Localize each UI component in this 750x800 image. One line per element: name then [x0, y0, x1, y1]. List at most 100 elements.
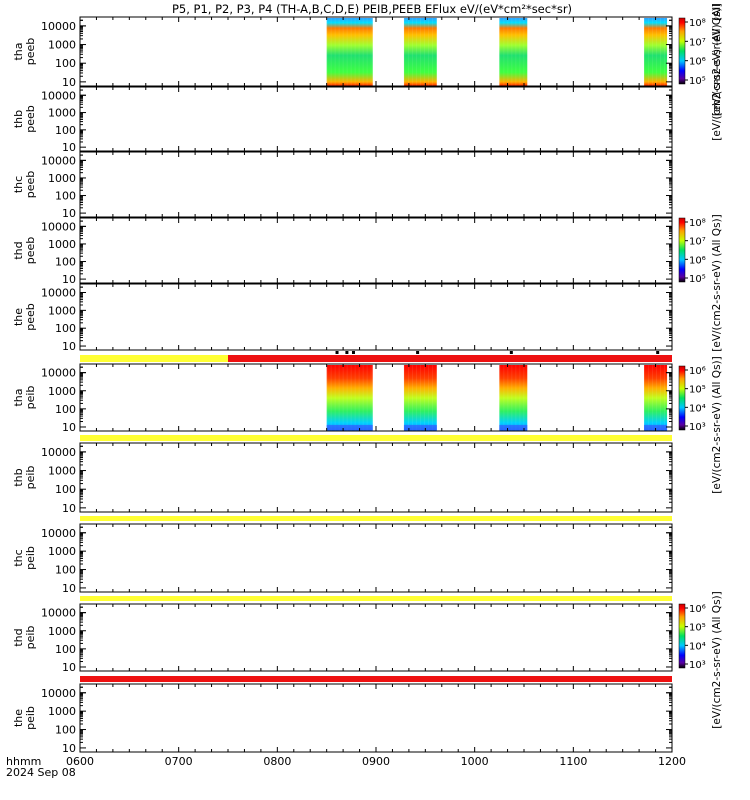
y-tick-label: 10 — [62, 582, 76, 595]
spectrogram-texture — [358, 365, 360, 431]
spectrogram-texture — [431, 18, 433, 86]
colorbar-tick-label: 10⁸ — [689, 218, 706, 229]
y-tick-label: 10 — [62, 273, 76, 286]
y-tick-label: 100 — [55, 403, 76, 416]
y-tick-label: 100 — [55, 256, 76, 269]
panel-label-probe: thd — [12, 628, 25, 646]
y-tick-label: 10000 — [41, 687, 76, 700]
panel-thc-peeb: 10 100 1000 10000 thc peeb — [12, 151, 673, 220]
spectrogram-block — [499, 18, 528, 86]
y-tick-label: 100 — [55, 57, 76, 70]
y-tick-label: 10000 — [41, 367, 76, 380]
panel-frame — [79, 16, 673, 87]
panel-label-product: peeb — [24, 237, 37, 265]
figure-title: P5, P1, P2, P3, P4 (TH-A,B,C,D,E) PEIB,P… — [172, 2, 572, 16]
mode-bar-segment — [80, 355, 228, 362]
y-tick-label: 1000 — [48, 39, 76, 52]
panel-frame — [79, 442, 673, 513]
y-tick-label: 10000 — [41, 89, 76, 102]
panel-label-product: peeb — [24, 38, 37, 66]
spectrogram-texture — [435, 18, 437, 86]
spectrogram-texture — [644, 365, 646, 431]
spectrogram-texture — [431, 365, 433, 431]
y-tick-label: 1000 — [48, 304, 76, 317]
panel-frame — [79, 151, 673, 218]
spectrogram-texture — [415, 18, 417, 86]
panel-frame — [79, 523, 673, 593]
spectrogram-texture — [507, 18, 509, 86]
spectrogram-texture — [519, 18, 521, 86]
spectrogram-texture — [499, 18, 501, 86]
spectrogram-texture — [403, 365, 405, 431]
y-tick-label: 10 — [62, 207, 76, 220]
colorbar: 10⁶ 10⁵ 10⁴ 10³ — [678, 603, 706, 671]
panel-label-probe: the — [12, 709, 25, 727]
spectrogram-texture — [511, 365, 513, 431]
colorbar-label-peib-main: [eV/(cm2-s-sr-eV) (All Qs)] — [711, 356, 723, 493]
low-energy-band — [326, 425, 373, 430]
mode-bar-segment — [80, 676, 672, 682]
colorbar-tick-label: 10⁵ — [689, 76, 706, 87]
spectrogram-texture — [523, 365, 525, 431]
colorbar-tick-label: 10⁷ — [689, 37, 706, 48]
x-tick-label: 0600 — [66, 755, 94, 768]
colorbar-tick-label: 10⁴ — [689, 403, 706, 414]
panel-label-probe: tha — [12, 42, 25, 60]
colorbar: 10⁸ 10⁷ 10⁶ 10⁵ — [678, 217, 706, 285]
spectrogram-texture — [503, 365, 505, 431]
spectrogram-texture — [350, 365, 352, 431]
panel-the-peeb: 10 100 1000 10000 the peeb — [12, 283, 673, 353]
y-tick-label: 10 — [62, 421, 76, 434]
y-tick-label: 10 — [62, 502, 76, 515]
spectrogram-texture — [342, 18, 344, 86]
mode-bar-segment — [80, 596, 672, 601]
colorbar-tick-label: 10⁶ — [689, 57, 706, 68]
panel-label-probe: tha — [12, 388, 25, 406]
spectrogram-texture — [362, 18, 364, 86]
y-tick-label: 10000 — [41, 220, 76, 233]
y-tick-label: 100 — [55, 190, 76, 203]
burst-marker — [345, 351, 349, 354]
panel-thc-peib: 10 100 1000 10000 thc peib — [12, 523, 673, 595]
spectrogram-texture — [366, 365, 368, 431]
panel-label-product: peib — [24, 466, 37, 490]
panel-label-probe: the — [12, 308, 25, 326]
low-energy-band — [644, 425, 668, 430]
y-tick-label: 10000 — [41, 154, 76, 167]
low-energy-band — [403, 425, 437, 430]
spectrogram-texture — [648, 18, 650, 86]
spectrogram-block — [403, 365, 437, 431]
mode-bars-layer — [80, 351, 672, 682]
panel-label-probe: thc — [12, 549, 25, 566]
y-tick-label: 1000 — [48, 172, 76, 185]
colorbar-tick-label: 10⁶ — [689, 255, 706, 266]
spectrogram-texture — [656, 18, 658, 86]
spectrogram-texture — [350, 18, 352, 86]
burst-marker — [656, 351, 660, 354]
spectrogram-texture — [435, 365, 437, 431]
colorbar-label-peib-bottom: [eV/(cm2-s-sr-eV) (All Qs)] — [711, 591, 723, 728]
x-axis-title: hhmm — [6, 755, 41, 768]
panel-tha-peib: 10 100 1000 10000 tha peib — [12, 363, 673, 434]
y-tick-label: 10 — [62, 76, 76, 89]
colorbar-tick-label: 10⁶ — [689, 604, 706, 615]
panel-thd-peib: 10 100 1000 10000 thd peib — [12, 603, 673, 674]
spectrogram-texture — [346, 18, 348, 86]
spectrogram-texture — [664, 365, 666, 431]
spectrogram-texture — [342, 365, 344, 431]
spectrogram-texture — [511, 18, 513, 86]
spectrogram-texture — [499, 365, 501, 431]
spectrogram-texture — [427, 365, 429, 431]
colorbar-tick-label: 10⁵ — [689, 274, 706, 285]
spectrogram-texture — [407, 18, 409, 86]
colorbar-tick-label: 10³ — [689, 660, 706, 671]
panel-label-product: peib — [24, 386, 37, 410]
spectrogram-texture — [660, 365, 662, 431]
spectrogram-texture — [354, 365, 356, 431]
y-tick-label: 1000 — [48, 385, 76, 398]
y-tick-label: 1000 — [48, 625, 76, 638]
spectrogram-texture — [334, 18, 336, 86]
colorbar-gradient — [678, 217, 686, 283]
y-tick-label: 100 — [55, 124, 76, 137]
panel-label-probe: thb — [12, 468, 25, 486]
